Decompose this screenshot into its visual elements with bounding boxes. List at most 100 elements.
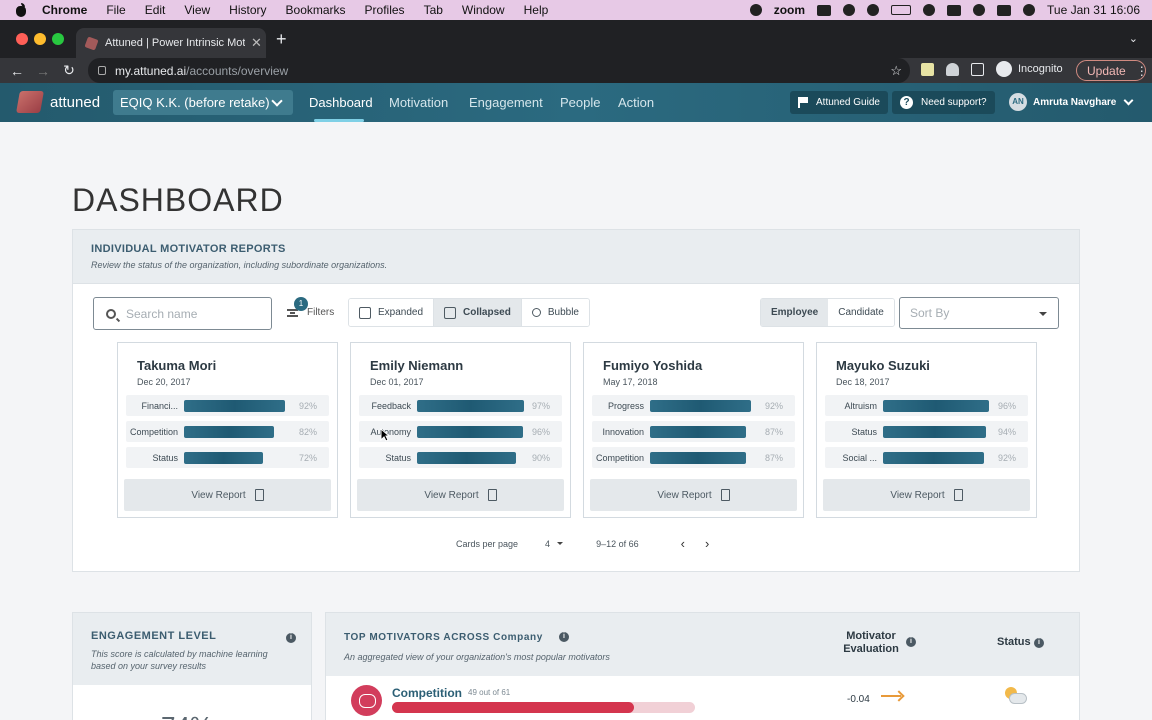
- motivator-label: Competition: [129, 426, 178, 437]
- zoom-tray-label[interactable]: zoom: [773, 3, 806, 17]
- search-input[interactable]: [126, 306, 266, 321]
- window-minimize-button[interactable]: [34, 33, 46, 45]
- view-bubble-button[interactable]: Bubble: [521, 299, 589, 326]
- chrome-update-button[interactable]: Update ⋮: [1076, 60, 1148, 81]
- type-employee-button[interactable]: Employee: [761, 299, 829, 326]
- motivator-row[interactable]: Competition 49 out of 61 -0.04: [351, 685, 1051, 720]
- organization-select[interactable]: EQIQ K.K. (before retake): [113, 90, 293, 115]
- need-support-button[interactable]: ? Need support?: [892, 91, 995, 114]
- browser-tab-active[interactable]: Attuned | Power Intrinsic Motiv ✕: [76, 28, 266, 58]
- window-zoom-button[interactable]: [52, 33, 64, 45]
- bookmark-star-icon[interactable]: ☆: [890, 62, 902, 78]
- reload-icon[interactable]: ↻: [63, 62, 75, 78]
- more-vertical-icon[interactable]: ⋮: [1135, 63, 1148, 78]
- microphone-icon[interactable]: [749, 4, 762, 16]
- wifi-icon[interactable]: [923, 4, 936, 16]
- extensions-puzzle-icon[interactable]: [946, 63, 959, 76]
- input-source-icon[interactable]: [947, 4, 962, 16]
- menu-edit[interactable]: Edit: [144, 3, 166, 17]
- back-arrow-icon[interactable]: ←: [10, 62, 24, 79]
- motivator-share-fill: [392, 702, 635, 713]
- menu-window[interactable]: Window: [461, 3, 505, 17]
- address-bar[interactable]: my.attuned.ai/accounts/overview ☆: [88, 58, 910, 83]
- search-name-field[interactable]: [93, 297, 272, 330]
- nav-dashboard[interactable]: Dashboard: [309, 95, 373, 110]
- motivator-name[interactable]: Competition: [392, 686, 462, 700]
- motivator-bar-fill: [184, 399, 286, 412]
- report-card[interactable]: Takuma Mori Dec 20, 2017 Financi... 92% Comp…: [117, 342, 338, 518]
- menu-history[interactable]: History: [229, 3, 267, 17]
- control-center-icon[interactable]: [997, 4, 1012, 16]
- siri-icon[interactable]: [1023, 4, 1036, 16]
- user-menu[interactable]: AN Amruta Navghare: [1009, 93, 1134, 111]
- need-support-label: Need support?: [921, 97, 987, 108]
- motivator-label: Progress: [607, 400, 644, 411]
- battery-icon[interactable]: [891, 5, 912, 15]
- info-icon[interactable]: i: [559, 632, 569, 642]
- nav-motivation[interactable]: Motivation: [389, 95, 449, 110]
- menu-tab[interactable]: Tab: [423, 3, 443, 17]
- view-report-button[interactable]: View Report: [357, 479, 564, 511]
- view-expanded-button[interactable]: Expanded: [349, 299, 435, 326]
- next-page-icon[interactable]: ›: [704, 536, 710, 551]
- tab-close-icon[interactable]: ✕: [251, 35, 262, 50]
- motivator-percent: 90%: [532, 452, 551, 463]
- report-card[interactable]: Emily Niemann Dec 01, 2017 Feedback 97% Auto…: [350, 342, 571, 518]
- menu-help[interactable]: Help: [523, 3, 549, 17]
- motivator-percent: 96%: [532, 426, 551, 437]
- cards-per-page-label: Cards per page: [456, 538, 519, 549]
- headphones-icon[interactable]: [843, 4, 856, 16]
- top-motivators-header: TOP MOTIVATORS ACROSS Company An aggrega…: [326, 613, 1079, 676]
- nav-action[interactable]: Action: [618, 95, 655, 110]
- incognito-label: Incognito: [1018, 63, 1063, 75]
- menubar-clock[interactable]: Tue Jan 31 16:06: [1047, 3, 1140, 17]
- window-close-button[interactable]: [16, 33, 28, 45]
- spotlight-search-icon[interactable]: [973, 4, 986, 16]
- side-panel-icon[interactable]: [971, 63, 984, 76]
- motivator-bar: [184, 399, 294, 412]
- nav-people[interactable]: People: [560, 95, 601, 110]
- person-name[interactable]: Takuma Mori: [137, 358, 217, 373]
- person-name[interactable]: Emily Niemann: [370, 358, 464, 373]
- person-name[interactable]: Fumiyo Yoshida: [603, 358, 703, 373]
- motivator-bar-fill: [184, 425, 275, 438]
- view-report-button[interactable]: View Report: [823, 479, 1030, 511]
- type-candidate-button[interactable]: Candidate: [828, 299, 894, 326]
- motivator-bar: [650, 451, 760, 464]
- extension-notes-icon[interactable]: [921, 63, 934, 76]
- report-date: Dec 20, 2017: [137, 377, 191, 387]
- info-icon[interactable]: i: [906, 637, 916, 647]
- lock-icon[interactable]: [98, 66, 106, 75]
- info-icon[interactable]: i: [1034, 638, 1044, 648]
- report-card[interactable]: Mayuko Suzuki Dec 18, 2017 Altruism 96% Stat…: [816, 342, 1037, 518]
- filters-button[interactable]: 1 Filters: [287, 297, 334, 318]
- reports-subheading: Review the status of the organization, i…: [91, 260, 388, 270]
- person-name[interactable]: Mayuko Suzuki: [836, 358, 930, 373]
- tab-search-chevron-icon[interactable]: ⌄: [1128, 33, 1138, 45]
- view-collapsed-button[interactable]: Collapsed: [434, 299, 522, 326]
- sort-by-select[interactable]: Sort By: [899, 297, 1059, 329]
- previous-page-icon[interactable]: ‹: [680, 536, 685, 551]
- menu-bookmarks[interactable]: Bookmarks: [285, 3, 346, 17]
- menu-app-name[interactable]: Chrome: [42, 3, 88, 17]
- report-card[interactable]: Fumiyo Yoshida May 17, 2018 Progress 92% Inn…: [583, 342, 804, 518]
- view-report-label: View Report: [424, 489, 479, 501]
- forward-arrow-icon[interactable]: →: [36, 62, 50, 79]
- attuned-logo[interactable]: attuned: [16, 91, 100, 113]
- menu-view[interactable]: View: [184, 3, 211, 17]
- new-tab-plus-icon[interactable]: +: [276, 29, 287, 49]
- apple-icon[interactable]: [14, 3, 28, 17]
- html5-extension-icon[interactable]: [817, 4, 832, 16]
- menu-file[interactable]: File: [106, 3, 126, 17]
- cards-per-page-select[interactable]: 4: [545, 538, 551, 549]
- caret-down-icon[interactable]: [557, 542, 564, 545]
- flag-icon: [798, 97, 808, 108]
- attuned-guide-button[interactable]: Attuned Guide: [790, 91, 888, 114]
- info-icon[interactable]: i: [286, 633, 296, 643]
- incognito-indicator[interactable]: Incognito: [996, 61, 1063, 77]
- menu-profiles[interactable]: Profiles: [364, 3, 405, 17]
- nav-engagement[interactable]: Engagement: [469, 95, 543, 110]
- bluetooth-icon[interactable]: [867, 4, 880, 16]
- view-report-button[interactable]: View Report: [124, 479, 331, 511]
- view-report-button[interactable]: View Report: [590, 479, 797, 511]
